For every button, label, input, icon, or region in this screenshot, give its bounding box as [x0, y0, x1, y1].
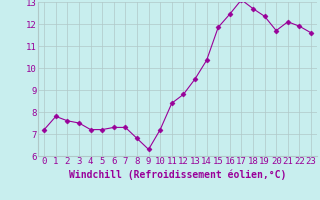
- X-axis label: Windchill (Refroidissement éolien,°C): Windchill (Refroidissement éolien,°C): [69, 169, 286, 180]
